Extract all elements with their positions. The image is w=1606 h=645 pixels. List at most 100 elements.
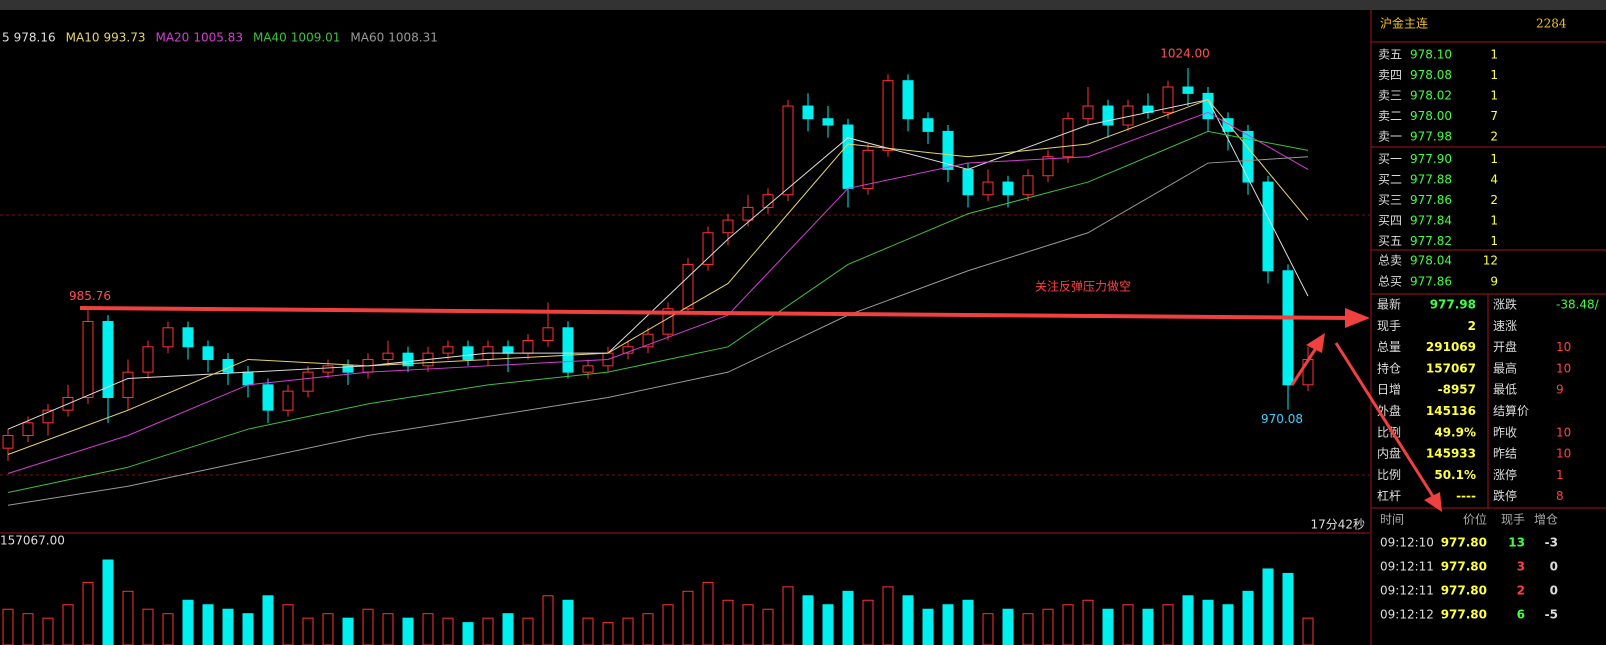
volume-bar: [662, 604, 674, 645]
volume-bar: [182, 599, 194, 645]
label: 内盘: [1377, 446, 1401, 461]
volume-bar: [302, 617, 314, 645]
label: 现手: [1501, 513, 1525, 527]
label: 09:12:10: [1380, 536, 1434, 550]
label: 卖二: [1378, 109, 1402, 123]
volume-bar: [1222, 604, 1234, 645]
volume-bar: [22, 613, 34, 645]
volume-bar: [142, 608, 154, 645]
ma-line: [7, 156, 1309, 506]
label: 外盘: [1377, 403, 1401, 418]
ma-line: [7, 99, 1309, 430]
label: 157067.00: [0, 534, 65, 548]
volume-bar: [742, 604, 754, 645]
candle-body: [142, 346, 154, 373]
label: 涨停: [1493, 467, 1517, 482]
volume-bar: [482, 617, 494, 645]
label: MA40: [253, 31, 287, 45]
label: 1: [1490, 68, 1498, 82]
label: 速涨: [1493, 318, 1517, 333]
volume-bar: [682, 590, 694, 645]
label: 2: [1517, 584, 1525, 598]
label: 978.10: [1410, 48, 1452, 62]
label: 卖一: [1378, 130, 1402, 144]
label: 卖四: [1378, 68, 1402, 82]
label: 开盘: [1493, 339, 1517, 354]
volume-bar: [562, 599, 574, 645]
label: 昨结: [1493, 447, 1517, 461]
volume-bar: [1102, 608, 1114, 645]
label: 13: [1508, 536, 1525, 550]
label: 970.08: [1261, 412, 1303, 426]
candle-body: [102, 320, 114, 398]
candle-body: [842, 124, 854, 189]
ma-line: [7, 111, 1309, 475]
candle-body: [402, 352, 414, 367]
label: 09:12:11: [1380, 584, 1434, 598]
label: 价位: [1463, 512, 1487, 527]
label: MA60: [350, 31, 384, 45]
volume-bar: [282, 604, 294, 645]
candle-body: [302, 371, 314, 392]
candle-body: [1042, 156, 1054, 177]
label: 10: [1556, 340, 1571, 354]
label: 1009.01: [291, 31, 341, 45]
label: 总量: [1377, 340, 1401, 354]
candle-body: [502, 346, 514, 354]
label: 145933: [1426, 447, 1476, 461]
candle-body: [1262, 181, 1274, 272]
candle-body: [742, 206, 754, 221]
candle-body: [1182, 86, 1194, 94]
volume-bar: [862, 599, 874, 645]
label: -5: [1545, 608, 1558, 622]
label: 978.04: [1410, 254, 1452, 268]
label: 977.86: [1410, 193, 1452, 207]
candle-body: [282, 390, 294, 411]
volume-bar: [322, 613, 334, 645]
label: 1008.31: [388, 31, 438, 45]
volume-bar: [1242, 590, 1254, 645]
label: 10: [1556, 447, 1571, 461]
candle-body: [182, 327, 194, 348]
volume-bar: [1062, 604, 1074, 645]
volume-bar: [702, 581, 714, 645]
label: 6: [1517, 608, 1525, 622]
label: 买四: [1378, 214, 1402, 228]
label: 2: [1490, 130, 1498, 144]
label: 买二: [1378, 173, 1402, 187]
label: 978.00: [1410, 109, 1452, 123]
candle-body: [22, 422, 34, 437]
ma-line: [7, 99, 1309, 455]
label: 2: [1490, 193, 1498, 207]
label: 09:12:12: [1380, 608, 1434, 622]
candle-body: [642, 333, 654, 348]
volume-bar: [1302, 617, 1314, 645]
label: 持仓: [1377, 360, 1401, 375]
label: 1005.83: [193, 31, 243, 45]
label: 157067: [1426, 361, 1476, 375]
label: 卖五: [1378, 48, 1402, 62]
label: 977.88: [1410, 173, 1452, 187]
label: 跌停: [1493, 488, 1517, 503]
volume-bar: [622, 617, 634, 645]
candle-body: [462, 346, 474, 360]
panel-lines: [1371, 41, 1606, 509]
label: -3: [1545, 536, 1558, 550]
label: 1: [1490, 89, 1498, 103]
volume-bar: [1022, 613, 1034, 645]
label: 4: [1490, 173, 1498, 187]
label: 最低: [1493, 383, 1517, 397]
volume-bar: [1182, 595, 1194, 645]
label: 日增: [1377, 383, 1401, 397]
label: 关注反弹压力做空: [1035, 279, 1131, 294]
ma-line: [7, 130, 1309, 494]
label: 1024.00: [1160, 47, 1210, 61]
label: 977.80: [1441, 560, 1487, 574]
volume-bar: [522, 617, 534, 645]
volume-bar: [602, 622, 614, 645]
candle-body: [42, 409, 54, 424]
candle-body: [942, 130, 954, 170]
label: 时间: [1380, 513, 1404, 527]
candle-body: [682, 263, 694, 310]
